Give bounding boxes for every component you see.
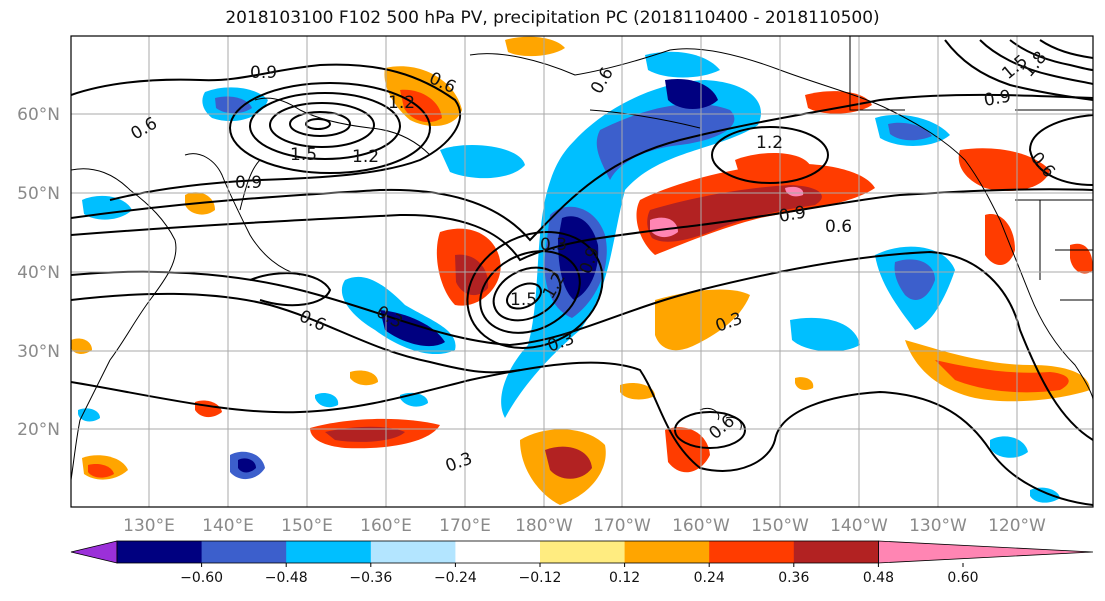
contour-label: 0.9 — [777, 203, 807, 227]
contour-ne-4 — [1039, 39, 1093, 59]
contour-label: 0.6 — [825, 217, 852, 237]
contour-0.6-sub — [674, 411, 746, 449]
contour-kam-outer — [71, 63, 461, 201]
colorbar-extend-high — [878, 540, 1094, 564]
colorbar-tick-label: 0.60 — [947, 570, 978, 586]
colorbar: −0.60 −0.48 −0.36 −0.24 −0.12 0.12 0.24 0.36 0.4… — [70, 540, 1094, 586]
contour-trough-4 — [506, 282, 542, 310]
lat-label: 50°N — [17, 184, 60, 204]
contour-label: 1.2 — [756, 133, 783, 153]
lat-label: 30°N — [17, 342, 60, 362]
colorbar-extend-low — [70, 540, 118, 564]
colorbar-segment — [540, 541, 626, 563]
lat-labels: 60°N 50°N 40°N 30°N 20°N — [17, 105, 60, 440]
contour-kam-3 — [269, 102, 375, 148]
lon-label: 140°W — [830, 516, 888, 536]
colorbar-segment — [709, 541, 795, 563]
contour-0.6-south — [71, 292, 521, 374]
contour-label: 1.2 — [352, 147, 379, 167]
map-frame — [70, 35, 1094, 508]
contour-label: 0.9 — [982, 87, 1012, 111]
colorbar-segment — [370, 541, 456, 563]
lon-label: 150°E — [281, 516, 333, 536]
colorbar-tick-label: 0.36 — [778, 570, 809, 586]
lon-label: 150°W — [751, 516, 809, 536]
lon-labels: 130°E 140°E 150°E 160°E 170°E 180°W 170°… — [123, 516, 1046, 536]
contour-label: 1.2 — [388, 93, 415, 113]
contour-0.6-japan — [249, 272, 332, 307]
contour-0.6-ne — [1028, 114, 1093, 186]
contour-label: 1.5 — [510, 290, 537, 310]
colorbar-segment — [117, 541, 203, 563]
lon-label: 160°E — [360, 516, 412, 536]
lon-label: 130°W — [909, 516, 967, 536]
colorbar-segment — [624, 541, 710, 563]
contour-1.2-east — [711, 126, 829, 184]
colorbar-segment — [455, 541, 541, 563]
contour-kam-4 — [289, 111, 351, 137]
colorbar-tick-label: 0.12 — [609, 570, 640, 586]
graticule — [71, 36, 1093, 507]
colorbar-tick-label: −0.60 — [180, 570, 223, 586]
lon-label: 160°W — [672, 516, 730, 536]
lat-label: 20°N — [17, 420, 60, 440]
contour-0.9 — [71, 93, 1093, 242]
colorbar-tick-label: −0.12 — [519, 570, 562, 586]
contour-ne-1 — [944, 39, 1093, 101]
lon-label: 170°E — [439, 516, 491, 536]
contour-kam-5 — [305, 118, 331, 130]
lon-label: 170°W — [593, 516, 651, 536]
contour-0.3 — [71, 250, 1093, 441]
lon-label: 130°E — [123, 516, 175, 536]
contour-ne-3 — [1009, 39, 1093, 71]
contour-ne-2 — [979, 39, 1093, 85]
lat-label: 60°N — [17, 105, 60, 125]
contour-label: 0.9 — [235, 173, 262, 193]
lon-label: 140°E — [202, 516, 254, 536]
contour-trough-1 — [466, 231, 604, 349]
contour-kam-2 — [249, 92, 401, 160]
contour-kam-1 — [229, 82, 431, 174]
colorbar-segment — [793, 541, 879, 563]
contour-0.3-south — [71, 361, 1093, 506]
lon-label: 180°W — [515, 516, 573, 536]
colorbar-segment — [201, 541, 287, 563]
lon-label: 120°W — [988, 516, 1046, 536]
colorbar-tick-label: 0.48 — [863, 570, 894, 586]
contour-label: 1.5 — [290, 145, 317, 165]
coastlines — [71, 36, 1093, 481]
colorbar-tick-label: −0.48 — [265, 570, 308, 586]
lat-label: 40°N — [17, 263, 60, 283]
colorbar-segment — [286, 541, 372, 563]
colorbar-tick-label: −0.24 — [434, 570, 477, 586]
colorbar-outline — [116, 540, 879, 564]
colorbar-tick-label: 0.24 — [694, 570, 725, 586]
pv-contours — [71, 39, 1093, 506]
contour-label: 0.3 — [540, 235, 567, 255]
contour-label: 0.9 — [250, 63, 277, 83]
contour-trough-2 — [479, 250, 581, 334]
colorbar-tick-label: −0.36 — [349, 570, 392, 586]
figure-title: 2018103100 F102 500 hPa PV, precipitatio… — [225, 8, 880, 28]
